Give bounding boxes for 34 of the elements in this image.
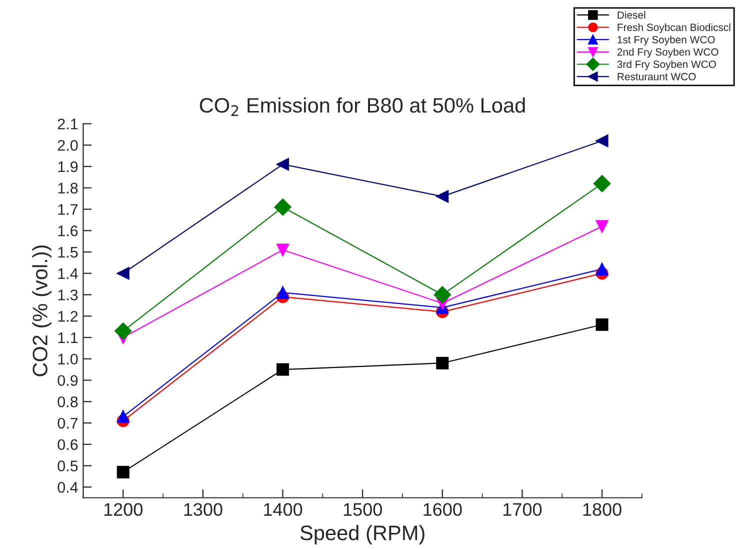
y-tick-label: 0.4: [58, 482, 78, 493]
y-tick-label: 1.9: [58, 161, 78, 172]
y-tick-label: 1.3: [58, 290, 78, 300]
y-tick-label: 1.2: [58, 310, 78, 322]
y-tick-label: 0.5: [58, 460, 78, 472]
y-tick-label: 1.7: [58, 204, 78, 215]
x-tick-label: 1300: [184, 503, 222, 516]
y-tick-label: 1.6: [58, 225, 78, 236]
y-tick-label: 1.0: [58, 354, 78, 365]
legend-label: 1st Fry Soyben WCO: [618, 36, 715, 46]
x-axis-title: Speed (RPM): [300, 525, 424, 544]
y-tick-label: 0.9: [58, 375, 78, 386]
y-tick-label: 0.7: [58, 418, 78, 429]
y-tick-label: 1.8: [58, 182, 78, 194]
x-tick-label: 1600: [424, 503, 462, 516]
x-tick-label: 1400: [264, 503, 302, 516]
chart-title: CO$_{2}$ Emission for B80 at 50% Load: [200, 97, 525, 116]
legend-label: 2nd Fry Soyben WCO: [617, 48, 718, 58]
legend-label: Resturaunt WCO: [618, 72, 696, 80]
legend-label: 3rd Fry Soyben WCO: [617, 60, 716, 70]
x-tick-label: 1500: [344, 503, 382, 516]
legend-label: Fresh Soybcan Biodicscl: [618, 23, 730, 34]
y-tick-label: 1.1: [58, 332, 78, 343]
y-tick-label: 2.1: [58, 118, 78, 130]
y-tick-label: 1.4: [58, 268, 78, 279]
x-tick-label: 1800: [583, 503, 622, 516]
x-tick-label: 1700: [504, 503, 542, 516]
y-axis-title: CO2 (% (vol.)): [32, 245, 52, 376]
legend-label: Diesel: [618, 11, 646, 19]
x-tick-label: 1200: [104, 503, 143, 516]
y-tick-label: 0.6: [58, 439, 78, 450]
y-tick-label: 2.0: [58, 140, 78, 151]
y-tick-label: 0.8: [58, 396, 78, 408]
y-tick-label: 1.5: [58, 247, 78, 258]
